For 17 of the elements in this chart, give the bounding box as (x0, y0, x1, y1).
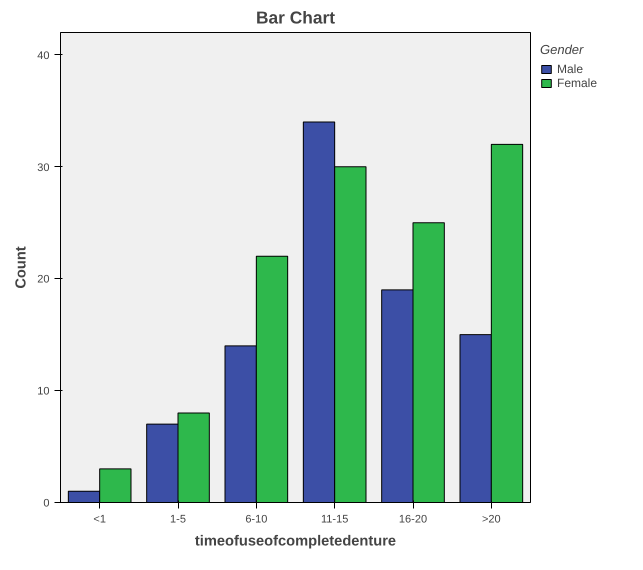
y-tick-label: 0 (43, 498, 50, 510)
y-axis-title: Count (13, 246, 30, 289)
legend-title: Gender (540, 42, 585, 57)
x-tick-label: 1-5 (170, 514, 186, 526)
x-axis-title: timeofuseofcompletedenture (194, 534, 396, 550)
legend-label: Male (557, 62, 584, 76)
x-tick-label: 6-10 (245, 514, 268, 526)
x-tick-label: 11-15 (321, 514, 348, 526)
x-tick-label: 16-20 (398, 514, 428, 526)
x-tick-label: >20 (482, 514, 501, 526)
legend-label: Female (557, 76, 598, 90)
y-tick-label: 10 (37, 386, 50, 398)
y-tick-label: 30 (37, 162, 50, 174)
x-tick-label: <1 (93, 514, 106, 526)
y-tick-label: 40 (37, 50, 50, 62)
chart-title: Bar Chart (256, 8, 336, 28)
y-tick-label: 20 (37, 274, 50, 286)
